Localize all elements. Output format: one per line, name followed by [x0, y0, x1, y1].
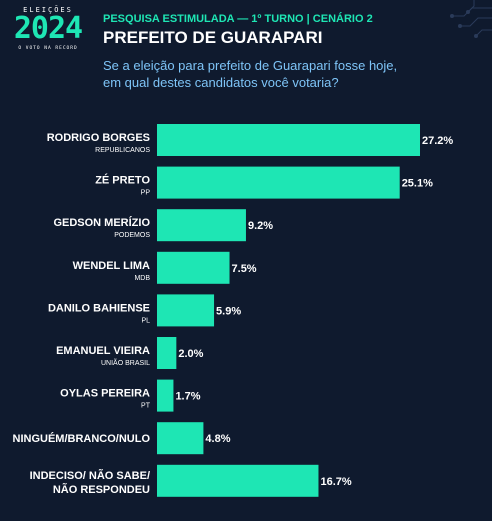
- data-label: 2.0%: [178, 348, 203, 360]
- party-label: PL: [141, 317, 150, 324]
- category-label: EMANUEL VIEIRA: [56, 345, 150, 357]
- data-label: 16.7%: [320, 476, 351, 488]
- bar: [157, 294, 215, 327]
- data-label: 9.2%: [248, 220, 273, 232]
- party-label: PT: [141, 403, 151, 410]
- logo-bottom-text: O VOTO NA RECORD: [18, 46, 78, 51]
- bar-chart: RODRIGO BORGES REPUBLICANOS 27.2% ZÉ PRETO P…: [13, 124, 453, 497]
- bar-row: OYLAS PEREIRA PT 1.7%: [60, 379, 201, 412]
- category-label: NINGUÉM/BRANCO/NULO: [13, 432, 151, 445]
- survey-question: Se a eleição para prefeito de Guarapari …: [103, 57, 483, 91]
- bar: [157, 379, 174, 412]
- data-label: 5.9%: [216, 305, 241, 317]
- category-label: GEDSON MERÍZIO: [53, 216, 150, 229]
- bar: [157, 209, 246, 242]
- bar: [157, 464, 319, 497]
- category-label: ZÉ PRETO: [95, 174, 150, 187]
- survey-kicker: PESQUISA ESTIMULADA — 1º TURNO | CENÁRIO…: [103, 13, 373, 25]
- bar: [157, 124, 420, 156]
- bar-row: ZÉ PRETO PP 25.1%: [95, 166, 433, 199]
- party-label: PP: [141, 190, 151, 197]
- category-label: WENDEL LIMA: [73, 260, 150, 272]
- bar: [157, 166, 400, 199]
- circuit-decoration: [450, 0, 492, 38]
- data-label: 1.7%: [175, 391, 200, 403]
- category-label: OYLAS PEREIRA: [60, 388, 150, 400]
- bar-row: DANILO BAHIENSE PL 5.9%: [48, 294, 241, 327]
- category-label: INDECISO/ NÃO SABE/: [30, 469, 150, 482]
- category-label: NÃO RESPONDEU: [53, 483, 150, 496]
- category-label: RODRIGO BORGES: [47, 132, 150, 144]
- bar-row: RODRIGO BORGES REPUBLICANOS 27.2%: [47, 124, 453, 156]
- bar: [157, 337, 177, 369]
- party-label: UNIÃO BRASIL: [101, 358, 150, 367]
- bar-row: GEDSON MERÍZIO PODEMOS 9.2%: [53, 209, 273, 242]
- bar: [157, 251, 230, 284]
- party-label: MDB: [134, 275, 150, 282]
- party-label: PODEMOS: [114, 232, 150, 239]
- page-title: PREFEITO DE GUARAPARI: [103, 28, 323, 47]
- category-label: DANILO BAHIENSE: [48, 302, 150, 314]
- survey-question-line-1: Se a eleição para prefeito de Guarapari …: [103, 58, 398, 73]
- bar-row: NINGUÉM/BRANCO/NULO 4.8%: [13, 422, 231, 455]
- logo-year-text: 2024: [13, 11, 83, 46]
- data-label: 27.2%: [422, 135, 453, 147]
- data-label: 4.8%: [205, 433, 230, 445]
- survey-question-line-2: em qual destes candidatos você votaria?: [103, 75, 339, 90]
- bar-row: WENDEL LIMA MDB 7.5%: [73, 251, 257, 284]
- party-label: REPUBLICANOS: [95, 147, 150, 154]
- data-label: 25.1%: [402, 178, 433, 190]
- data-label: 7.5%: [232, 263, 257, 275]
- logo-top-text: ELEIÇÕES: [23, 6, 73, 14]
- bar-row: INDECISO/ NÃO SABE/NÃO RESPONDEU 16.7%: [30, 464, 352, 497]
- bar: [157, 422, 204, 455]
- eleicoes-2024-logo: ELEIÇÕES 2024 O VOTO NA RECORD: [8, 6, 88, 54]
